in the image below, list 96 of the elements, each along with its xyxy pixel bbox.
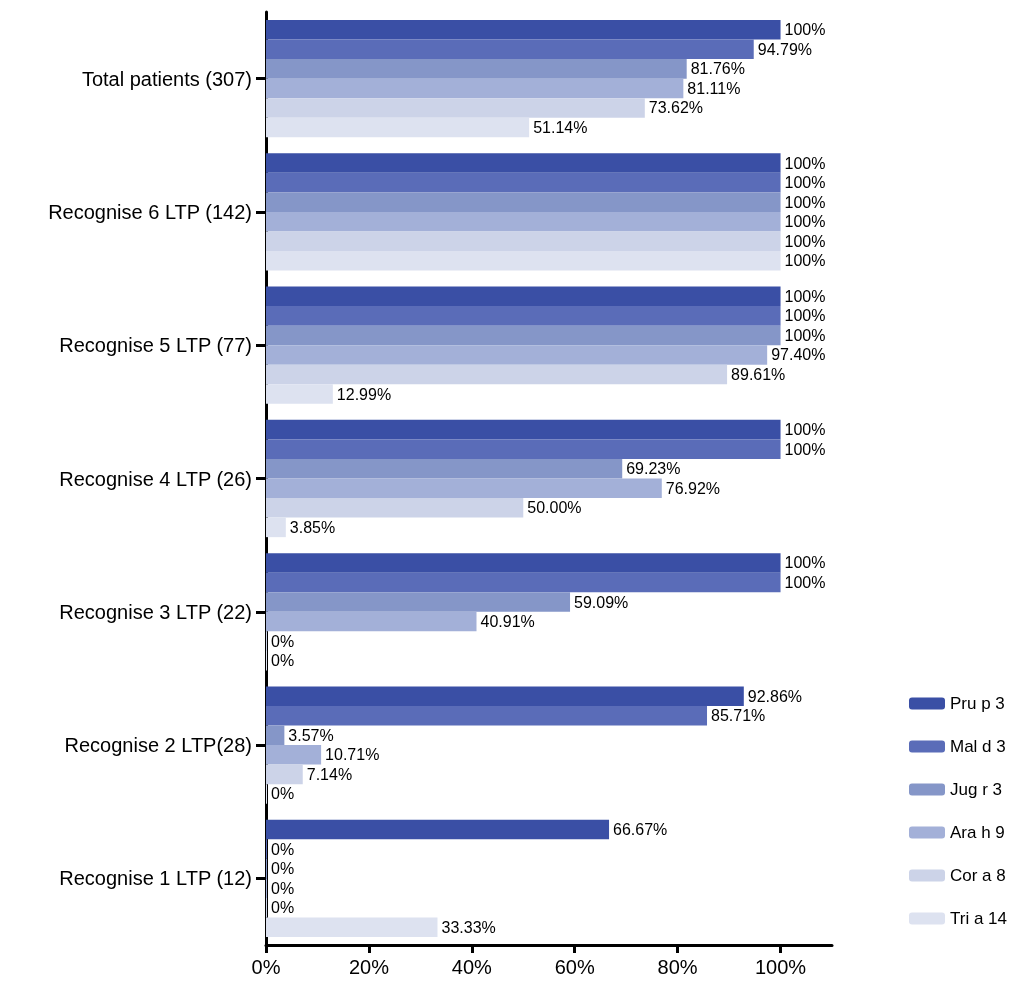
data-label: 81.76% bbox=[690, 60, 745, 78]
data-label: 59.09% bbox=[574, 593, 629, 611]
bar bbox=[266, 611, 477, 632]
x-tick-label: 60% bbox=[554, 956, 595, 978]
data-label: 0% bbox=[271, 785, 295, 803]
bar bbox=[266, 345, 768, 365]
bar bbox=[266, 98, 645, 118]
legend-label: Mal d 3 bbox=[950, 737, 1006, 756]
bar bbox=[266, 192, 781, 212]
data-label: 100% bbox=[784, 232, 826, 250]
data-label: 12.99% bbox=[336, 385, 392, 403]
data-label: 3.57% bbox=[288, 726, 334, 744]
data-label: 73.62% bbox=[648, 99, 704, 117]
data-label: 69.23% bbox=[626, 460, 681, 478]
data-label: 40.91% bbox=[480, 613, 535, 631]
x-tick-label: 100% bbox=[754, 956, 807, 978]
data-label: 7.14% bbox=[306, 765, 353, 783]
data-label: 100% bbox=[784, 252, 826, 270]
data-label: 94.79% bbox=[757, 40, 812, 58]
data-label: 100% bbox=[784, 154, 826, 172]
bar bbox=[266, 306, 781, 326]
bar bbox=[266, 39, 754, 60]
data-label: 0% bbox=[271, 899, 295, 917]
bar bbox=[266, 705, 708, 726]
x-tick-label: 40% bbox=[451, 956, 493, 978]
y-tick-label: Recognise 5 LTP (77) bbox=[59, 334, 252, 357]
bar bbox=[266, 592, 571, 612]
bar bbox=[266, 117, 530, 138]
bar bbox=[266, 725, 285, 746]
bar bbox=[266, 819, 610, 840]
data-label: 92.86% bbox=[747, 687, 803, 705]
data-label: 50.00% bbox=[527, 499, 582, 517]
bar bbox=[266, 172, 781, 193]
data-label: 0% bbox=[271, 632, 295, 650]
bar bbox=[266, 325, 781, 346]
x-tick-label: 20% bbox=[348, 956, 390, 978]
data-label: 100% bbox=[784, 213, 826, 231]
bar bbox=[266, 478, 662, 499]
legend-label: Cor a 8 bbox=[950, 866, 1006, 885]
y-tick-label: Recognise 6 LTP (142) bbox=[48, 200, 252, 223]
bar bbox=[266, 384, 333, 404]
bar bbox=[266, 419, 781, 440]
data-label: 0% bbox=[271, 879, 295, 897]
data-label: 89.61% bbox=[731, 366, 786, 384]
data-label: 81.11% bbox=[687, 79, 741, 97]
data-label: 100% bbox=[784, 193, 826, 211]
y-tick-label: Recognise 3 LTP (22) bbox=[59, 600, 252, 623]
legend-label: Tri a 14 bbox=[950, 909, 1008, 928]
bar bbox=[266, 251, 781, 271]
bar bbox=[266, 286, 781, 307]
bar bbox=[266, 59, 687, 79]
data-label: 97.40% bbox=[771, 346, 826, 364]
data-label: 100% bbox=[784, 21, 826, 39]
y-tick-label: Recognise 1 LTP (12) bbox=[59, 867, 252, 890]
data-label: 100% bbox=[784, 307, 826, 325]
data-label: 100% bbox=[784, 174, 826, 192]
bar bbox=[266, 745, 322, 765]
data-label: 0% bbox=[271, 652, 295, 670]
bar bbox=[266, 764, 303, 785]
data-label: 100% bbox=[784, 573, 826, 591]
bar bbox=[266, 211, 781, 232]
legend-label: Jug r 3 bbox=[950, 780, 1002, 799]
data-label: 100% bbox=[784, 287, 826, 305]
y-tick-label: Recognise 4 LTP (26) bbox=[59, 467, 252, 490]
bar bbox=[266, 231, 781, 252]
data-label: 33.33% bbox=[441, 918, 496, 936]
data-label: 76.92% bbox=[665, 479, 721, 497]
y-tick-label: Total patients (307) bbox=[81, 67, 252, 90]
bar bbox=[266, 458, 623, 479]
data-label: 10.71% bbox=[325, 746, 380, 764]
data-label: 85.71% bbox=[711, 707, 766, 725]
legend-label: Ara h 9 bbox=[950, 823, 1005, 842]
bar bbox=[266, 20, 781, 40]
bar bbox=[266, 78, 684, 99]
data-label: 0% bbox=[271, 840, 295, 858]
bar bbox=[266, 439, 781, 459]
data-label: 51.14% bbox=[533, 119, 588, 137]
data-label: 100% bbox=[784, 326, 826, 344]
data-label: 3.85% bbox=[289, 518, 336, 536]
bar bbox=[266, 153, 781, 173]
bar bbox=[266, 517, 286, 538]
data-label: 100% bbox=[784, 421, 826, 439]
bar bbox=[266, 498, 524, 518]
bar bbox=[266, 917, 438, 937]
x-tick-label: 0% bbox=[251, 956, 281, 978]
legend-label: Pru p 3 bbox=[950, 694, 1005, 713]
x-tick-label: 80% bbox=[657, 956, 698, 978]
data-label: 0% bbox=[271, 860, 295, 878]
data-label: 100% bbox=[784, 440, 826, 458]
data-label: 100% bbox=[784, 554, 826, 572]
bar bbox=[266, 364, 728, 385]
y-tick-label: Recognise 2 LTP(28) bbox=[64, 734, 252, 757]
bar bbox=[266, 553, 781, 573]
bar bbox=[266, 686, 744, 706]
bar bbox=[266, 572, 781, 593]
data-label: 66.67% bbox=[613, 820, 668, 838]
